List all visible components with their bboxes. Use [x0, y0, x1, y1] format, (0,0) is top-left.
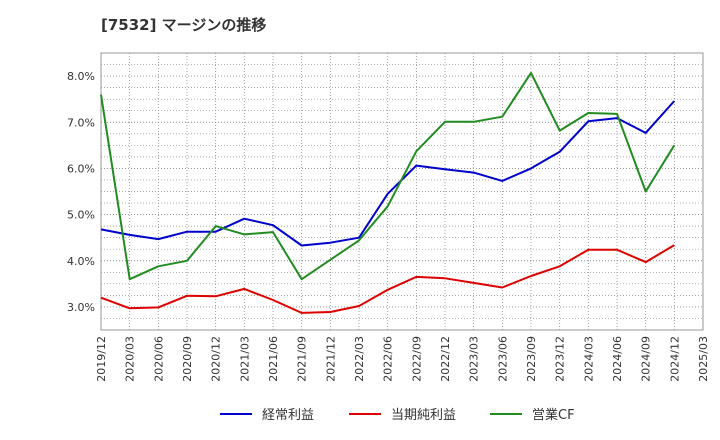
- series-line-2: [100, 71, 676, 281]
- legend-item-cf: 営業CF: [490, 404, 575, 423]
- legend-swatch-keijo: [220, 412, 252, 415]
- x-tick-label: 2022/12: [439, 336, 452, 382]
- x-axis-ticks: 2019/12 2020/03 2020/06 2020/09 2020/12 2021/…: [95, 336, 710, 382]
- y-tick-label: 7.0%: [67, 116, 95, 129]
- x-tick-label: 2023/12: [554, 336, 567, 382]
- y-tick-label: 4.0%: [67, 255, 95, 268]
- legend-label-junri: 当期純利益: [391, 408, 457, 423]
- x-tick-label: 2020/06: [152, 336, 165, 382]
- chart-title: [7532] マージンの推移: [101, 16, 267, 34]
- x-tick-label: 2021/09: [296, 336, 309, 382]
- x-tick-label: 2020/03: [124, 336, 137, 382]
- series-line-0: [100, 100, 676, 247]
- legend-label-cf: 営業CF: [532, 408, 575, 423]
- legend-label-keijo: 経常利益: [262, 408, 315, 423]
- x-tick-label: 2025/03: [697, 336, 710, 382]
- grid-lines: [101, 53, 703, 330]
- legend-swatch-cf: [490, 412, 522, 415]
- x-tick-label: 2024/09: [640, 336, 653, 382]
- x-tick-label: 2021/03: [238, 336, 251, 382]
- legend-item-keijo: 経常利益: [220, 404, 314, 423]
- x-tick-label: 2020/12: [210, 336, 223, 382]
- series-line-1: [100, 244, 675, 314]
- y-tick-label: 3.0%: [67, 301, 95, 314]
- x-tick-label: 2022/09: [410, 336, 423, 382]
- legend: 経常利益 当期純利益 営業CF: [0, 404, 720, 428]
- x-tick-label: 2023/06: [496, 336, 509, 382]
- x-tick-label: 2019/12: [95, 336, 108, 382]
- legend-swatch-junri: [349, 412, 381, 415]
- legend-item-junri: 当期純利益: [349, 404, 456, 423]
- x-tick-label: 2021/06: [267, 336, 280, 382]
- x-tick-label: 2022/03: [353, 336, 366, 382]
- x-tick-label: 2022/06: [382, 336, 395, 382]
- x-tick-label: 2024/03: [582, 336, 595, 382]
- y-axis-ticks: 3.0% 4.0% 5.0% 6.0% 7.0% 8.0%: [67, 70, 95, 314]
- x-tick-label: 2023/03: [468, 336, 481, 382]
- y-tick-label: 6.0%: [67, 162, 95, 175]
- x-tick-label: 2021/12: [324, 336, 337, 382]
- y-tick-label: 8.0%: [67, 70, 95, 83]
- series-lines: [100, 71, 676, 314]
- x-tick-label: 2024/12: [668, 336, 681, 382]
- x-tick-label: 2023/09: [525, 336, 538, 382]
- y-tick-label: 5.0%: [67, 209, 95, 222]
- x-tick-label: 2024/06: [611, 336, 624, 382]
- x-tick-label: 2020/09: [181, 336, 194, 382]
